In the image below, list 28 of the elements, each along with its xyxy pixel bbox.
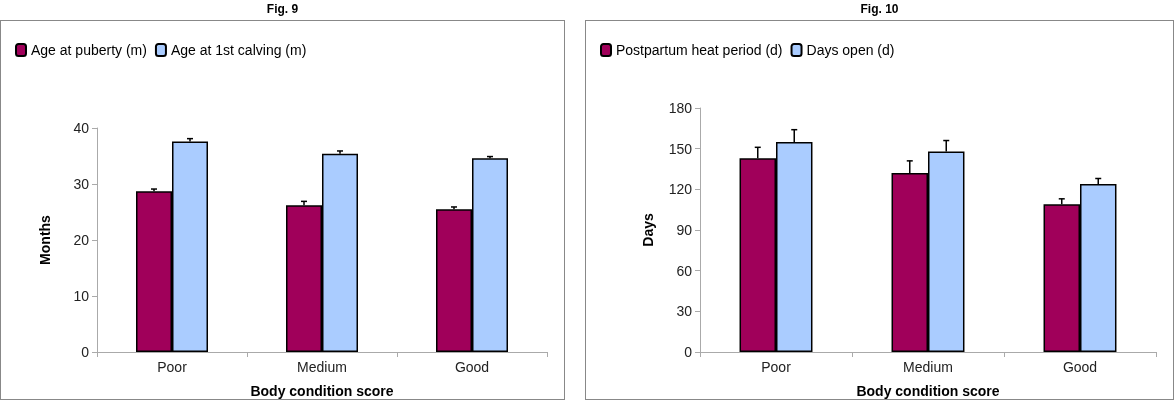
legend-label: Postpartum heat period (d) [616,42,783,58]
x-axis-title: Body condition score [856,383,1000,399]
x-axis-title: Body condition score [250,383,394,399]
y-tick-label: 20 [73,232,90,248]
x-tick-label: Poor [157,359,188,375]
x-tick-label: Medium [297,359,347,375]
legend-label: Days open (d) [806,42,895,58]
x-tick-label: Medium [903,359,953,375]
x-tick-label: Poor [761,359,792,375]
y-tick-label: 10 [73,288,90,304]
y-tick-label: 90 [676,222,693,238]
y-tick-label: 150 [668,140,693,157]
y-axis-title: Days [640,213,656,247]
y-axis-title: Months [37,214,53,265]
chart-title: Fig. 10 [859,2,900,16]
legend-label: Age at 1st calving (m) [170,42,307,58]
y-tick-label: 0 [81,344,90,360]
y-tick-label: 180 [668,100,693,116]
legend-label: Age at puberty (m) [31,42,147,58]
y-tick-label: 30 [676,303,693,320]
chart-title: Fig. 9 [265,2,300,16]
y-tick-label: 120 [668,181,693,198]
y-tick-label: 60 [676,262,693,279]
y-tick-label: 0 [684,344,693,360]
y-tick-label: 40 [73,120,90,136]
x-tick-label: Good [454,359,490,375]
x-tick-label: Good [1062,359,1098,375]
y-tick-label: 30 [73,176,90,192]
